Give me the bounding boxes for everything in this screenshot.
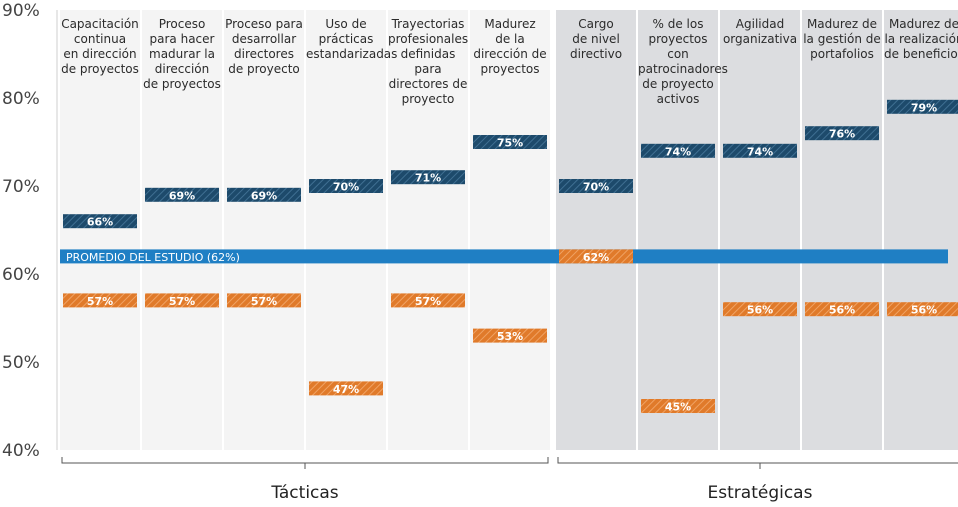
group-label: Tácticas: [271, 483, 339, 503]
category-label: Proceso para hacer madurar la dirección …: [143, 17, 221, 91]
data-marker: [723, 143, 797, 158]
y-tick-label: 70%: [2, 177, 40, 197]
data-label: 70%: [583, 181, 609, 194]
data-marker: [391, 293, 465, 308]
data-label: 53%: [497, 330, 523, 343]
y-tick-label: 60%: [2, 265, 40, 285]
data-label: 57%: [415, 295, 441, 308]
category-label: Madurez de la dirección de proyectos: [473, 17, 547, 76]
category-label: Madurez de la realización de beneficios: [884, 17, 958, 61]
data-label: 70%: [333, 181, 359, 194]
column-bg: [470, 10, 550, 450]
data-label: 76%: [829, 128, 855, 141]
data-marker: [391, 170, 465, 185]
data-label: 56%: [911, 304, 937, 317]
data-label: 45%: [665, 401, 691, 414]
data-marker: [805, 126, 879, 141]
data-label: 47%: [333, 383, 359, 396]
data-marker: [473, 135, 547, 149]
data-label: 79%: [911, 101, 937, 114]
data-label: 57%: [87, 295, 113, 308]
data-label: 56%: [829, 304, 855, 317]
column-bg: [388, 10, 468, 450]
data-label: 62%: [583, 251, 609, 264]
data-label: 75%: [497, 137, 523, 150]
column-bg: [142, 10, 222, 450]
data-marker: [641, 143, 715, 158]
y-tick-label: 50%: [2, 353, 40, 373]
average-line: [60, 249, 948, 264]
column-bg: [638, 10, 718, 450]
category-label: % de los proyectos con patrocinadores de…: [638, 17, 728, 106]
column-bg: [720, 10, 800, 450]
category-label: Madurez de la gestión de portafolios: [803, 17, 881, 61]
data-label: 69%: [251, 189, 277, 202]
data-label: 57%: [251, 295, 277, 308]
category-label: Cargo de nivel directivo: [569, 17, 623, 61]
data-label: 57%: [169, 295, 195, 308]
data-marker: [227, 187, 301, 202]
data-label: 66%: [87, 216, 113, 229]
average-label: PROMEDIO DEL ESTUDIO (62%): [66, 251, 240, 264]
data-marker: [641, 399, 715, 413]
category-label: Agilidad organizativa: [722, 17, 798, 46]
data-label: 74%: [747, 145, 773, 158]
data-marker: [805, 302, 879, 317]
column-bg: [802, 10, 882, 450]
column-bg: [556, 10, 636, 450]
group-label: Estratégicas: [707, 483, 813, 503]
data-marker: [63, 214, 137, 229]
data-label: 74%: [665, 145, 691, 158]
category-label: Trayectorias profesionales definidas par…: [388, 17, 469, 106]
data-marker: [559, 179, 633, 193]
data-marker: [145, 293, 219, 308]
data-marker: [145, 187, 219, 202]
data-label: 56%: [747, 304, 773, 317]
data-marker: [309, 381, 383, 396]
column-bg: [224, 10, 304, 450]
group-bracket: [557, 457, 958, 464]
data-marker: [887, 302, 958, 317]
category-label: Capacitación continua en dirección de pr…: [61, 17, 139, 76]
data-label: 71%: [415, 172, 441, 185]
data-marker: [723, 302, 797, 317]
data-marker: [559, 249, 633, 264]
data-marker: [63, 293, 137, 308]
data-marker: [473, 328, 547, 343]
data-marker: [309, 179, 383, 193]
category-label: Proceso para desarrollar directores de p…: [225, 17, 303, 76]
category-label: Uso de prácticas estandarizadas: [306, 17, 398, 61]
column-bg: [60, 10, 140, 450]
y-tick-label: 40%: [2, 441, 40, 461]
column-bg: [306, 10, 386, 450]
group-bracket: [61, 457, 549, 464]
data-marker: [887, 99, 958, 114]
data-label: 69%: [169, 189, 195, 202]
column-bg: [884, 10, 958, 450]
data-marker: [227, 293, 301, 308]
y-tick-label: 80%: [2, 89, 40, 109]
y-tick-label: 90%: [2, 1, 40, 21]
